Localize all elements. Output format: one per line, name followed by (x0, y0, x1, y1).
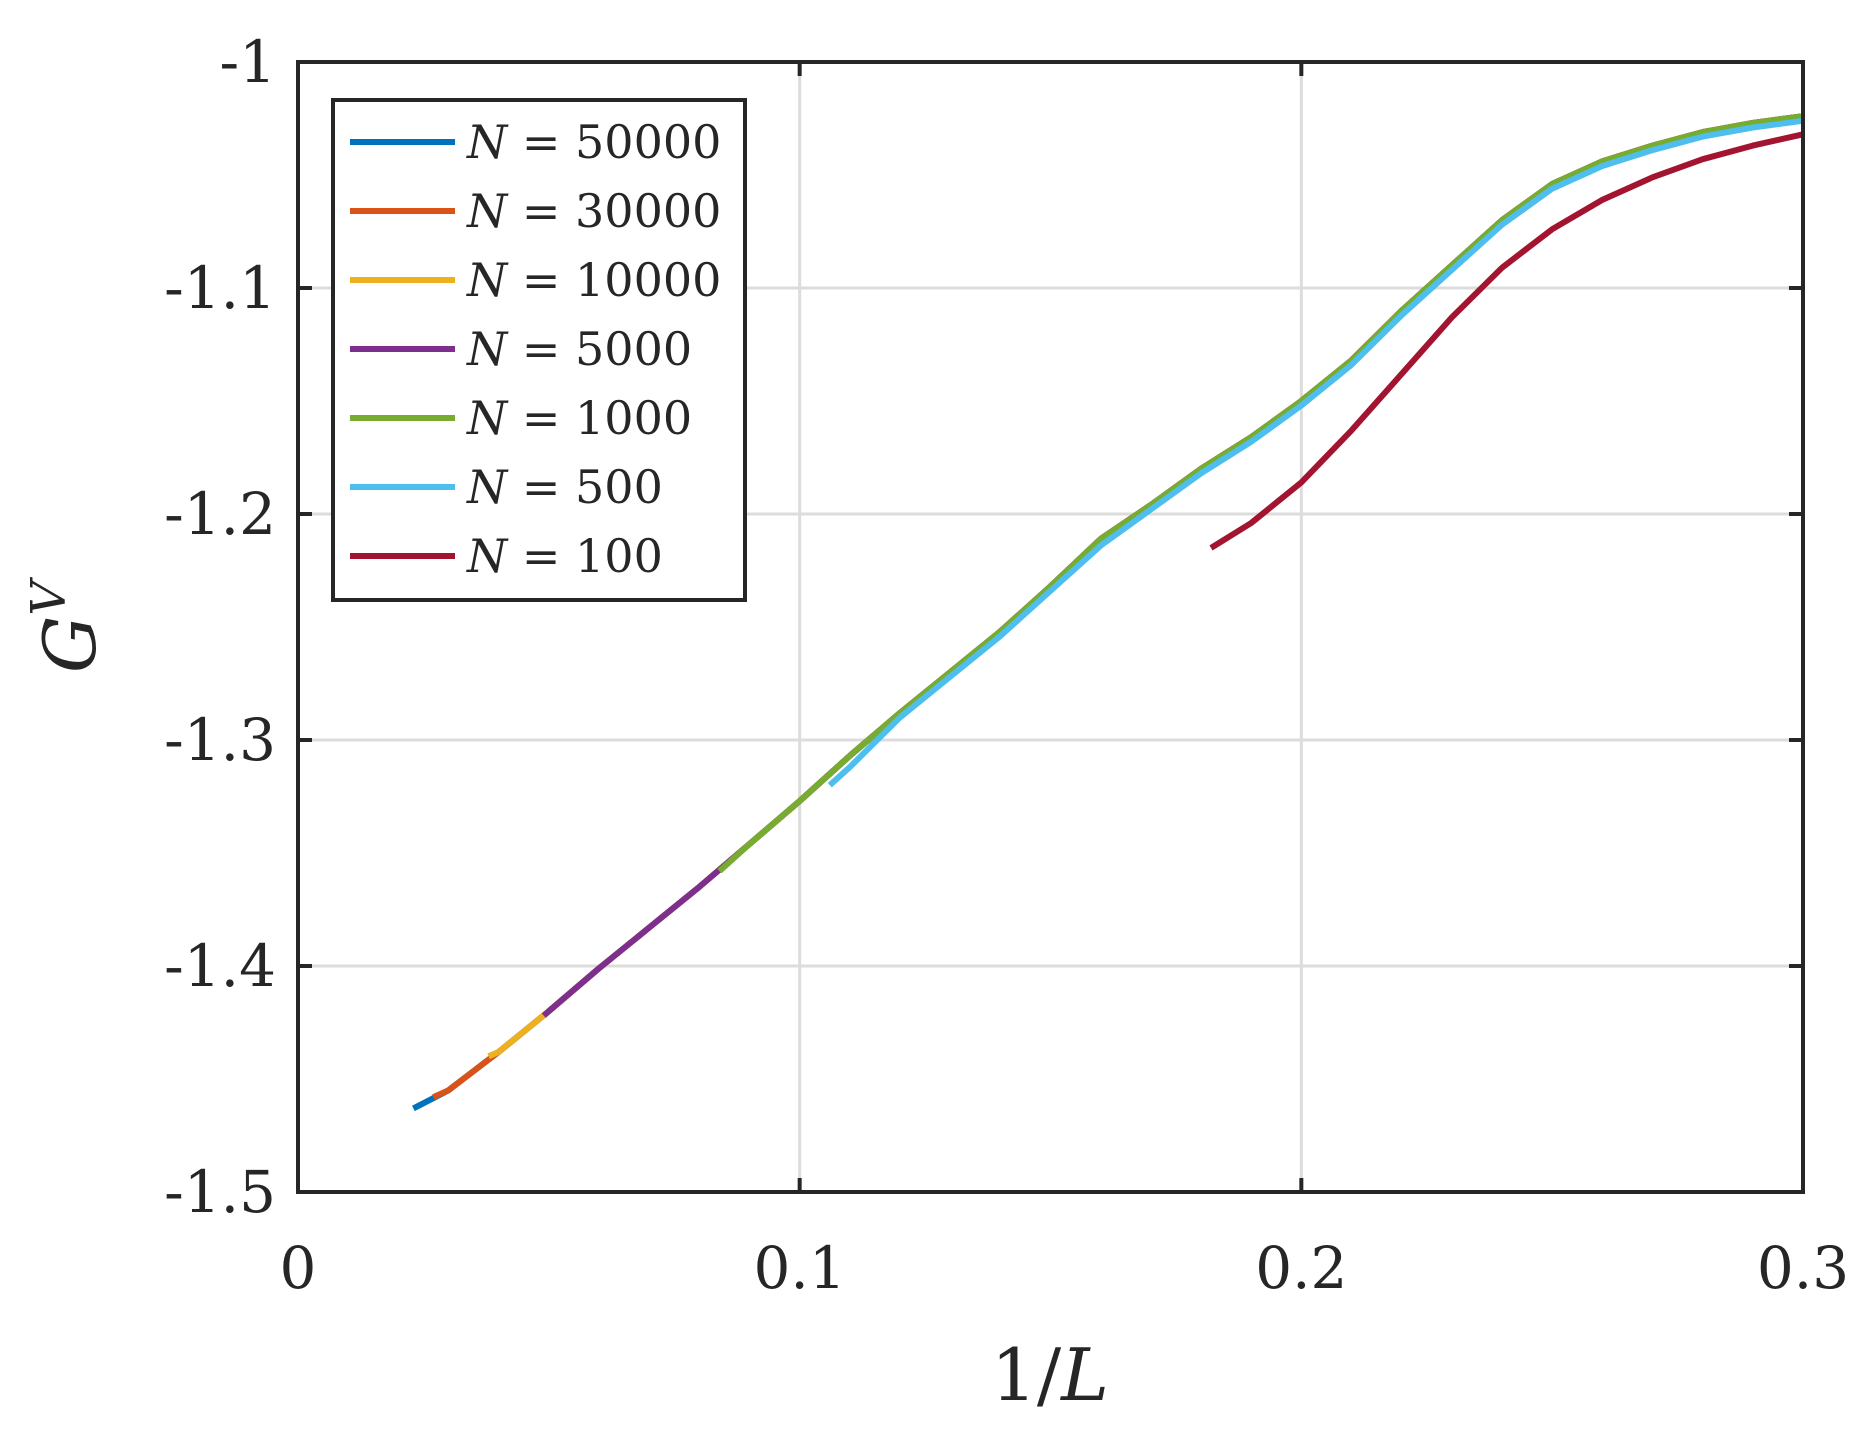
x-tick-label: 0.1 (754, 1234, 846, 1302)
legend-label-n-50000: N = 50000 (466, 115, 721, 169)
legend-label-n-10000: N = 10000 (466, 253, 721, 307)
series-line-n-500 (827, 117, 1804, 788)
series-lines (412, 113, 1804, 1112)
y-tick-label: -1.4 (164, 932, 276, 1000)
axes-box (296, 60, 1805, 1194)
legend-label-n-500: N = 500 (466, 460, 663, 514)
series-line-n-100 (1209, 131, 1804, 551)
legend-entries: N = 50000 N = 30000 N = 10000 N = 5000 N = 1… (350, 115, 721, 583)
x-axis-label: 1/L (991, 1333, 1109, 1417)
y-tick-label: -1.1 (164, 254, 276, 322)
legend-label-n-30000: N = 30000 (466, 184, 721, 238)
legend: N = 50000 N = 30000 N = 10000 N = 5000 N = 1… (331, 98, 747, 602)
x-tick-label: 0.3 (1757, 1234, 1849, 1302)
legend-label-n-5000: N = 5000 (466, 322, 692, 376)
ticks (296, 60, 1805, 1194)
y-tick-labels: -1 -1.1 -1.2 -1.3 -1.4 -1.5 (164, 28, 276, 1226)
x-tick-labels: 0 0.1 0.2 0.3 (280, 1234, 1850, 1302)
y-tick-label: -1.3 (164, 706, 276, 774)
x-tick-label: 0.2 (1255, 1234, 1347, 1302)
y-tick-label: -1.2 (164, 480, 276, 548)
y-axis-label: GV (21, 577, 112, 674)
legend-label-n-1000: N = 1000 (466, 391, 692, 445)
grid (298, 62, 1803, 1192)
legend-label-n-100: N = 100 (466, 529, 663, 583)
series-line-n-1000 (717, 113, 1804, 874)
y-tick-label: -1 (220, 28, 277, 96)
y-tick-label: -1.5 (164, 1158, 276, 1226)
x-tick-label: 0 (280, 1234, 317, 1302)
